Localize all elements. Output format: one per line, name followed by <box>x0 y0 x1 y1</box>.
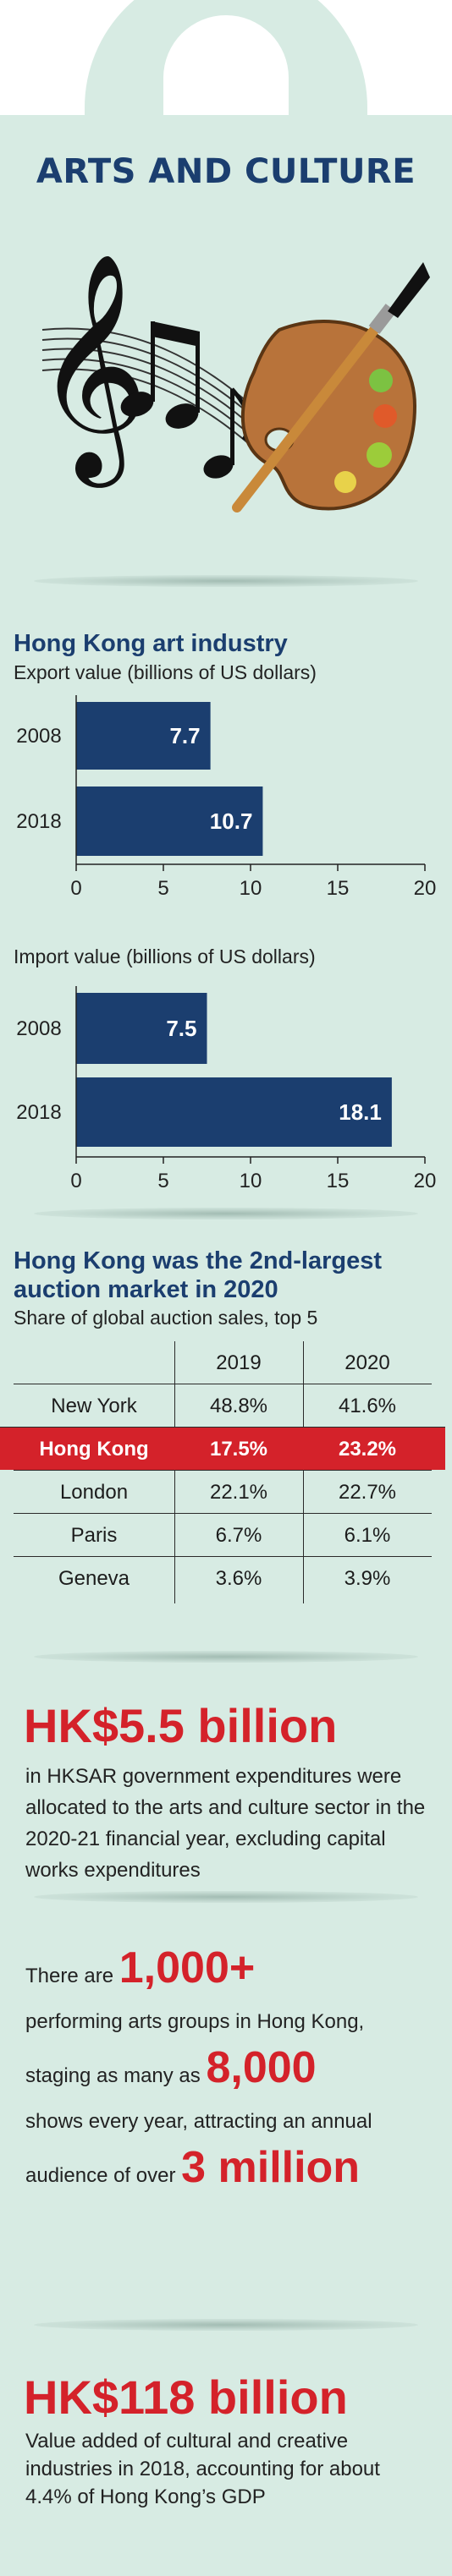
prefix-text: audience of over <box>25 2164 176 2187</box>
x-tick-label: 20 <box>414 877 437 900</box>
paintbrush-icon <box>232 262 430 512</box>
data-label: 18.1 <box>339 1099 382 1125</box>
table-row: Paris 6.7% 6.1% <box>14 1513 432 1556</box>
value-2020: 3.9% <box>344 1567 391 1590</box>
value-2019: 3.6% <box>215 1567 262 1590</box>
category-label: 2008 <box>16 1017 61 1040</box>
page-title: ARTS AND CULTURE <box>36 152 416 191</box>
x-tick-label: 5 <box>157 1170 168 1192</box>
divider <box>34 1891 418 1903</box>
table-divider <box>303 1341 304 1603</box>
table-row: Geneva 3.6% 3.9% <box>14 1556 432 1599</box>
table-row: New York 48.8% 41.6% <box>14 1384 432 1427</box>
performing-stat: There are 1,000+ performing arts groups … <box>25 1945 432 2199</box>
value-2020: 22.7% <box>338 1481 397 1504</box>
value-2019: 17.5% <box>209 1438 268 1461</box>
city-cell: Hong Kong <box>39 1438 149 1461</box>
value-2019: 6.7% <box>215 1524 262 1547</box>
col-2019: 2019 <box>216 1351 262 1374</box>
paint-palette-icon <box>240 320 417 511</box>
x-tick-label: 0 <box>70 1170 81 1192</box>
bar <box>76 1077 392 1147</box>
line-text: performing arts groups in Hong Kong, <box>25 2010 365 2033</box>
groups-value: 1,000+ <box>119 1943 256 1992</box>
category-label: 2018 <box>16 1101 61 1124</box>
x-tick-label: 10 <box>240 877 262 900</box>
value-2019: 22.1% <box>209 1481 268 1504</box>
x-tick-label: 0 <box>70 877 81 900</box>
import-subtitle: Import value (billions of US dollars) <box>14 945 316 967</box>
table-divider <box>174 1341 175 1603</box>
line-text: shows every year, attracting an annual <box>25 2110 372 2133</box>
value-2019: 48.8% <box>209 1395 268 1417</box>
divider <box>34 2319 418 2331</box>
import-chart: 7.5 2008 18.1 2018 0 5 10 15 20 <box>0 978 452 1223</box>
data-label: 7.5 <box>166 1016 196 1041</box>
divider <box>34 1208 418 1219</box>
value-added-text: Value added of cultural and creative ind… <box>25 2430 380 2508</box>
category-label: 2008 <box>16 725 61 748</box>
divider <box>34 575 418 587</box>
bar <box>76 702 211 770</box>
expenditure-text: in HKSAR government expenditures were al… <box>25 1765 426 1882</box>
table-row-highlight: Hong Kong 17.5% 23.2% <box>0 1427 445 1470</box>
x-tick-label: 5 <box>157 877 168 900</box>
tag-hole <box>163 15 289 115</box>
infographic-card <box>0 115 452 2576</box>
auction-table: 2019 2020 New York 48.8% 41.6% Hong Kong… <box>0 1341 445 1603</box>
city-cell: London <box>59 1481 129 1504</box>
bar <box>76 993 207 1064</box>
illustration: 𝄞 <box>34 252 430 512</box>
shows-value: 8,000 <box>206 2043 317 2092</box>
x-tick-label: 15 <box>327 877 350 900</box>
art-industry-heading: Hong Kong art industry <box>14 630 288 657</box>
x-tick-label: 10 <box>240 1170 262 1192</box>
svg-text:𝄞: 𝄞 <box>34 252 149 488</box>
col-2020: 2020 <box>345 1351 390 1374</box>
table-header: 2019 2020 <box>14 1341 432 1384</box>
value-2020: 6.1% <box>344 1524 391 1547</box>
expenditure-value: HK$5.5 billion <box>24 1699 338 1752</box>
data-label: 7.7 <box>169 723 200 748</box>
value-2020: 41.6% <box>338 1395 397 1417</box>
x-tick-label: 15 <box>327 1170 350 1192</box>
auction-heading: Hong Kong was the 2nd-largest auction ma… <box>14 1247 383 1303</box>
bar <box>76 787 263 856</box>
city-cell: Paris <box>70 1524 118 1547</box>
treble-clef-icon: 𝄞 <box>34 252 149 488</box>
audience-value: 3 million <box>181 2143 361 2192</box>
export-subtitle: Export value (billions of US dollars) <box>14 661 317 683</box>
prefix-text: There are <box>25 1965 114 1987</box>
value-2020: 23.2% <box>338 1438 397 1461</box>
x-tick-label: 20 <box>414 1170 437 1192</box>
prefix-text: staging as many as <box>25 2064 201 2087</box>
divider <box>34 1651 418 1663</box>
city-cell: New York <box>51 1395 137 1417</box>
value-added-value: HK$118 billion <box>24 2370 348 2424</box>
category-label: 2018 <box>16 810 61 833</box>
export-chart: 7.7 2008 10.7 2018 0 5 10 15 20 <box>0 693 452 905</box>
data-label: 10.7 <box>210 808 253 834</box>
city-cell: Geneva <box>58 1567 130 1590</box>
auction-subtitle: Share of global auction sales, top 5 <box>14 1307 318 1329</box>
table-row: London 22.1% 22.7% <box>14 1470 432 1513</box>
